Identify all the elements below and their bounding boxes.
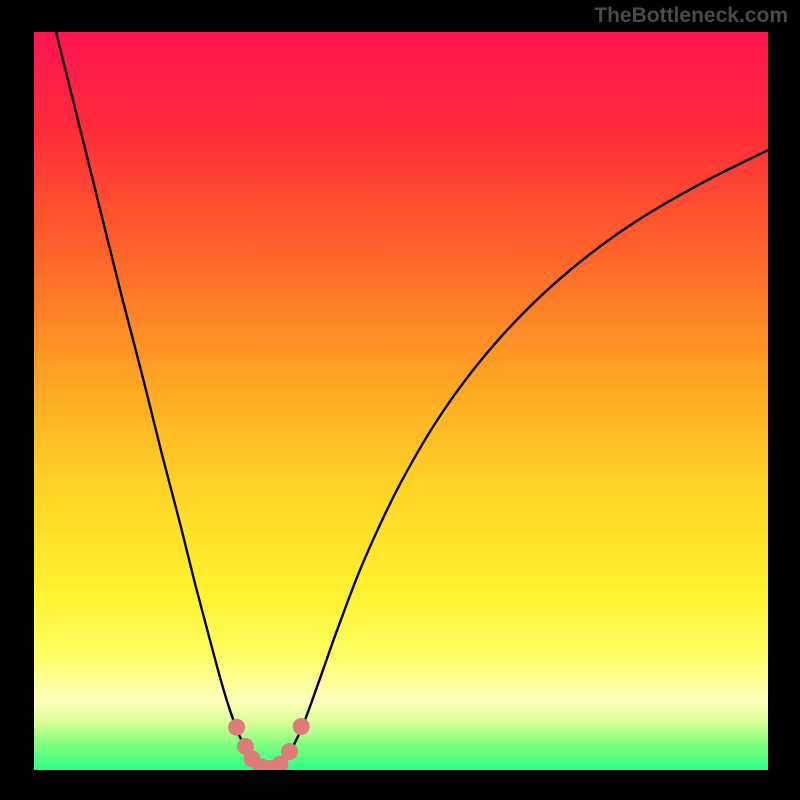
curve-marker: [228, 719, 245, 736]
plot-area: [34, 32, 768, 770]
bottleneck-curve-chart: [34, 32, 768, 770]
curve-marker: [293, 718, 310, 735]
watermark-text: TheBottleneck.com: [594, 4, 788, 28]
bottleneck-curve-line: [56, 32, 768, 769]
curve-marker: [281, 743, 298, 760]
